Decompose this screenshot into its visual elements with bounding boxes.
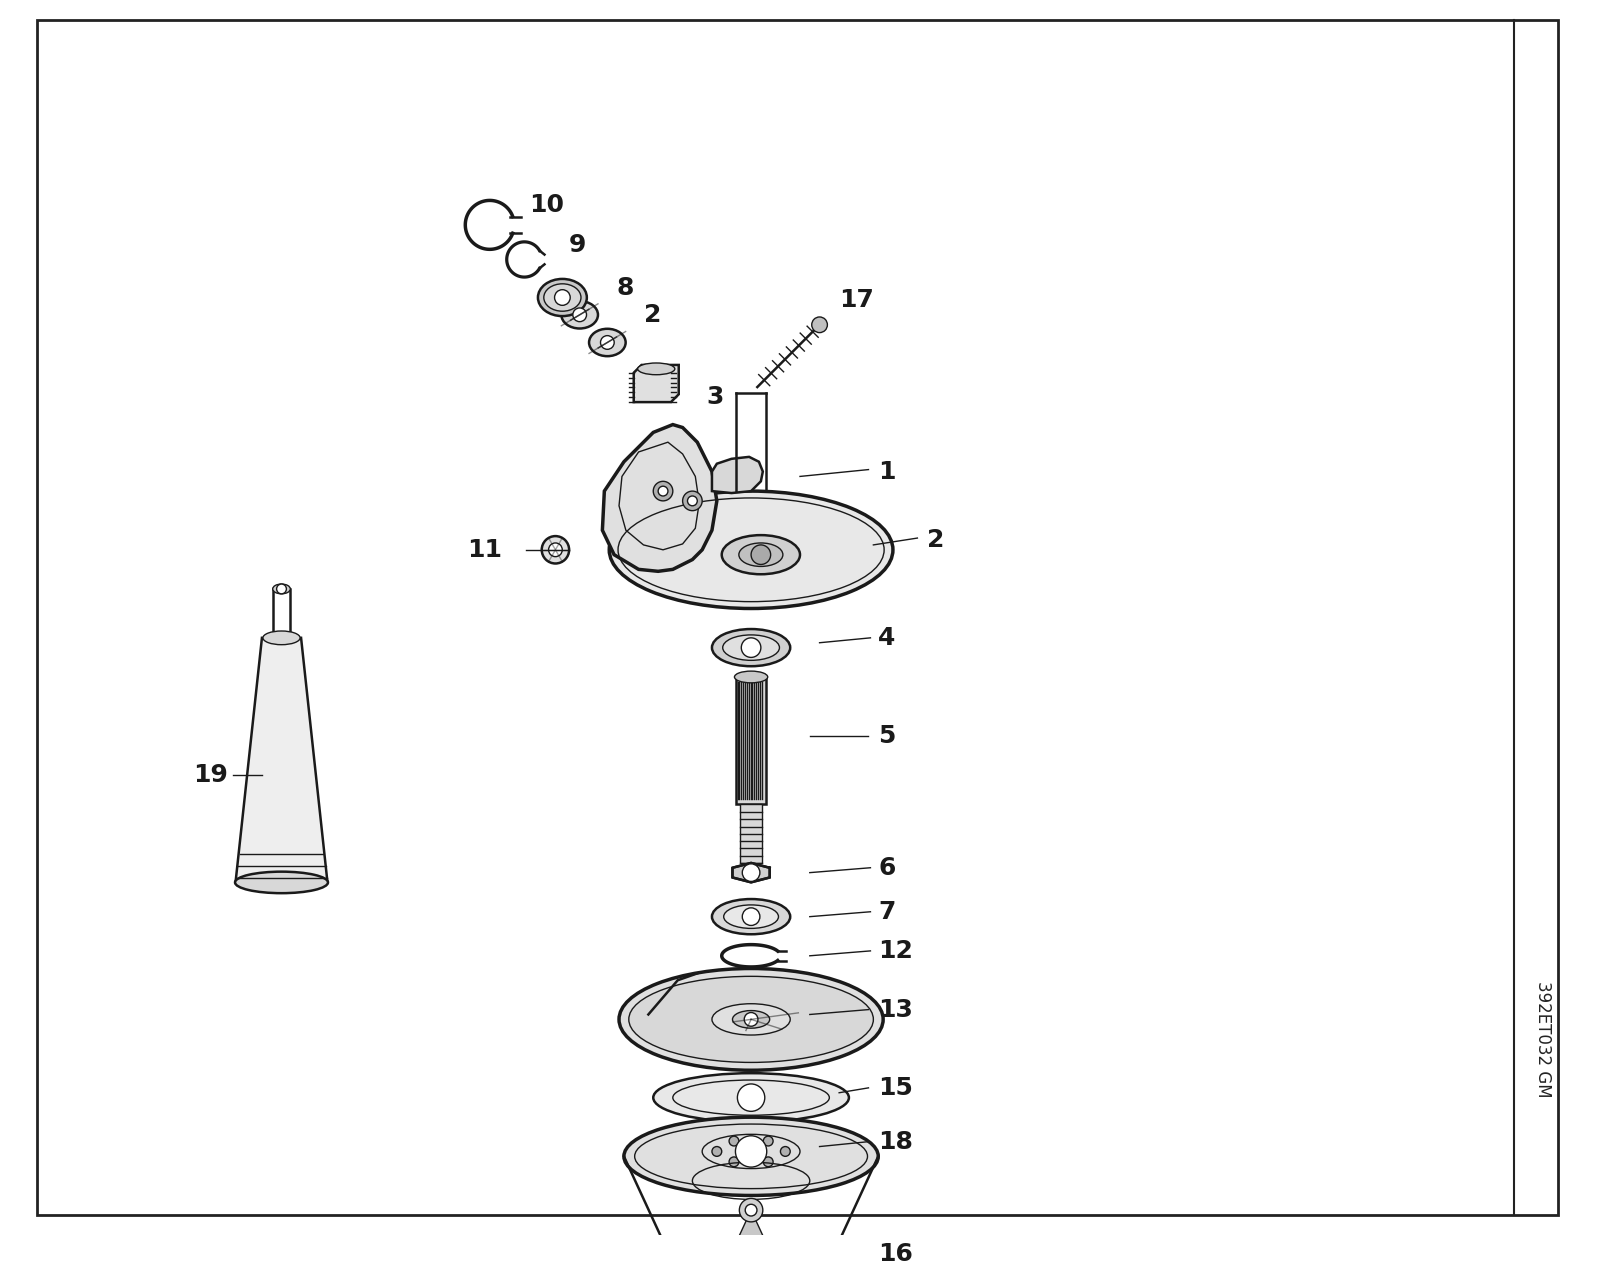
Circle shape <box>573 308 587 322</box>
Ellipse shape <box>739 543 782 567</box>
Text: 5: 5 <box>878 723 896 747</box>
Circle shape <box>277 584 286 594</box>
Circle shape <box>811 317 827 333</box>
Circle shape <box>738 1084 765 1112</box>
Ellipse shape <box>723 905 779 929</box>
Polygon shape <box>602 424 717 572</box>
Text: 18: 18 <box>878 1129 914 1153</box>
Circle shape <box>742 907 760 925</box>
Text: 17: 17 <box>838 288 874 312</box>
Ellipse shape <box>712 1003 790 1035</box>
Ellipse shape <box>702 1135 800 1169</box>
Polygon shape <box>235 637 328 882</box>
Polygon shape <box>712 457 763 493</box>
Text: 16: 16 <box>878 1242 914 1262</box>
Circle shape <box>739 1199 763 1222</box>
Text: 1: 1 <box>878 459 896 483</box>
Circle shape <box>730 1157 739 1166</box>
Text: 6: 6 <box>878 856 896 880</box>
Text: 2: 2 <box>643 303 661 327</box>
Text: 9: 9 <box>568 232 586 256</box>
Ellipse shape <box>733 1011 770 1029</box>
Circle shape <box>683 491 702 511</box>
Ellipse shape <box>272 584 290 594</box>
Text: 4: 4 <box>878 626 896 650</box>
Ellipse shape <box>629 977 874 1063</box>
Circle shape <box>555 290 570 305</box>
Ellipse shape <box>544 284 581 312</box>
Ellipse shape <box>734 671 768 683</box>
Ellipse shape <box>262 631 301 645</box>
Ellipse shape <box>722 535 800 574</box>
Text: 3: 3 <box>706 385 723 409</box>
Ellipse shape <box>619 968 883 1070</box>
Circle shape <box>600 336 614 350</box>
Circle shape <box>712 1147 722 1156</box>
Text: 2: 2 <box>926 528 944 551</box>
Ellipse shape <box>235 872 328 893</box>
Text: 13: 13 <box>878 997 914 1022</box>
Circle shape <box>736 1136 766 1167</box>
Ellipse shape <box>653 1073 850 1122</box>
Polygon shape <box>634 365 678 403</box>
Text: 392ET032 GM: 392ET032 GM <box>1534 981 1552 1097</box>
Circle shape <box>549 543 562 557</box>
Circle shape <box>741 637 762 658</box>
Circle shape <box>542 536 570 564</box>
Circle shape <box>742 863 760 881</box>
Circle shape <box>763 1157 773 1166</box>
Circle shape <box>744 1012 758 1026</box>
Circle shape <box>746 1204 757 1217</box>
Text: 12: 12 <box>878 939 914 963</box>
Circle shape <box>781 1147 790 1156</box>
Polygon shape <box>736 676 766 804</box>
Text: 11: 11 <box>467 538 502 562</box>
Circle shape <box>658 486 667 496</box>
Circle shape <box>688 496 698 506</box>
Circle shape <box>750 545 771 564</box>
Text: 10: 10 <box>530 193 563 217</box>
Ellipse shape <box>712 628 790 666</box>
Ellipse shape <box>638 363 675 375</box>
Ellipse shape <box>589 329 626 356</box>
Circle shape <box>653 481 674 501</box>
Text: 8: 8 <box>616 275 634 300</box>
Polygon shape <box>741 804 762 863</box>
Polygon shape <box>722 1210 781 1262</box>
Polygon shape <box>733 863 770 882</box>
Ellipse shape <box>538 279 587 316</box>
Ellipse shape <box>723 635 779 660</box>
Ellipse shape <box>624 1117 878 1195</box>
Ellipse shape <box>688 1128 814 1175</box>
Ellipse shape <box>562 302 598 328</box>
Text: 15: 15 <box>878 1076 914 1100</box>
Ellipse shape <box>610 491 893 608</box>
Ellipse shape <box>712 899 790 934</box>
Text: 7: 7 <box>878 900 896 924</box>
Text: 19: 19 <box>194 762 229 786</box>
Circle shape <box>763 1136 773 1146</box>
Circle shape <box>730 1136 739 1146</box>
